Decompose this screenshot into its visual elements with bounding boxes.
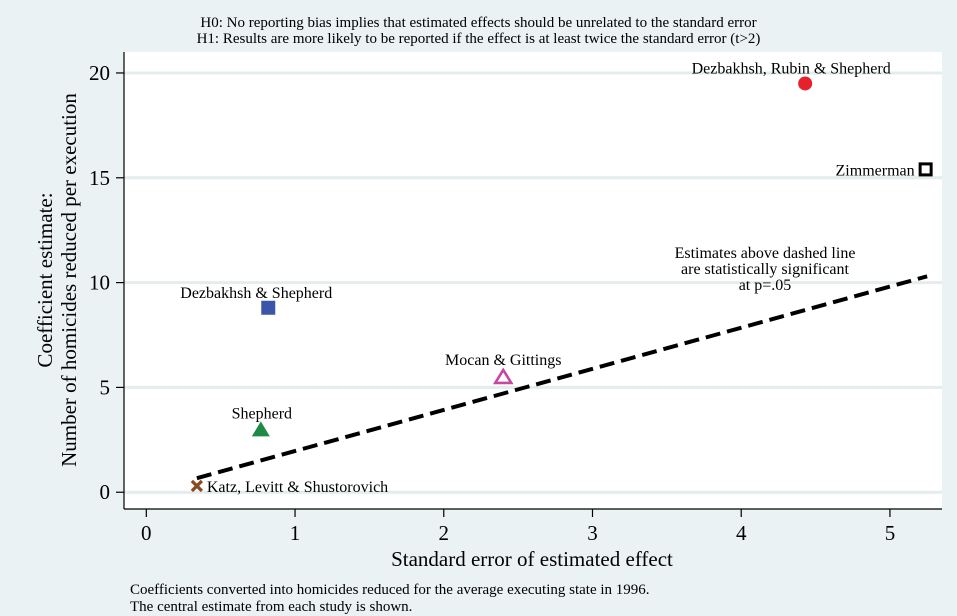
marker-x xyxy=(190,479,204,493)
point-label: Shepherd xyxy=(232,405,292,422)
significance-annotation: at p=.05 xyxy=(739,277,792,294)
x-tick-label: 2 xyxy=(439,521,450,545)
point-label: Dezbakhsh & Shepherd xyxy=(180,285,332,302)
axes: 0 5 10 15 20 0 1 2 3 4 5 xyxy=(89,52,942,545)
marker-hollow-square xyxy=(918,162,933,177)
y-tick-label: 20 xyxy=(89,61,110,85)
y-tick-label: 10 xyxy=(89,271,110,295)
y-tick-label: 0 xyxy=(100,480,111,504)
significance-annotation: are statistically significant xyxy=(681,261,850,278)
y-tick-label: 5 xyxy=(100,375,111,399)
point-label: Katz, Levitt & Shustorovich xyxy=(207,479,388,496)
marker-square xyxy=(261,300,276,315)
point-label: Dezbakhsh, Rubin & Shepherd xyxy=(692,60,891,77)
point-label: Zimmerman xyxy=(836,162,915,179)
x-tick-label: 5 xyxy=(885,521,896,545)
significance-annotation: Estimates above dashed line xyxy=(675,245,856,262)
marker-hollow-triangle xyxy=(492,367,514,385)
y-axis-label-line2: Number of homicides reduced per executio… xyxy=(57,93,81,467)
markers xyxy=(190,76,933,493)
significance-dashed-line xyxy=(196,274,928,481)
x-tick-label: 3 xyxy=(587,521,598,545)
y-axis-label-line1: Coefficient estimate: xyxy=(33,192,57,367)
x-tick-label: 4 xyxy=(736,521,747,545)
grid-lines xyxy=(124,71,942,494)
hypothesis-h0: H0: No reporting bias implies that estim… xyxy=(200,15,757,31)
x-tick-label: 0 xyxy=(141,521,152,545)
footnote-line-1: Coefficients converted into homicides re… xyxy=(130,582,650,598)
marker-circle xyxy=(798,76,813,91)
x-tick-label: 1 xyxy=(290,521,301,545)
marker-triangle xyxy=(251,421,270,437)
point-label: Mocan & Gittings xyxy=(445,352,561,369)
point-labels: Dezbakhsh, Rubin & Shepherd Zimmerman Dezb… xyxy=(180,60,914,495)
plot-area xyxy=(124,52,942,509)
x-axis-label: Standard error of estimated effect xyxy=(391,547,673,571)
hypothesis-h1: H1: Results are more likely to be report… xyxy=(196,31,761,47)
y-tick-label: 15 xyxy=(89,166,110,190)
footnote-line-2: The central estimate from each study is … xyxy=(130,599,413,615)
